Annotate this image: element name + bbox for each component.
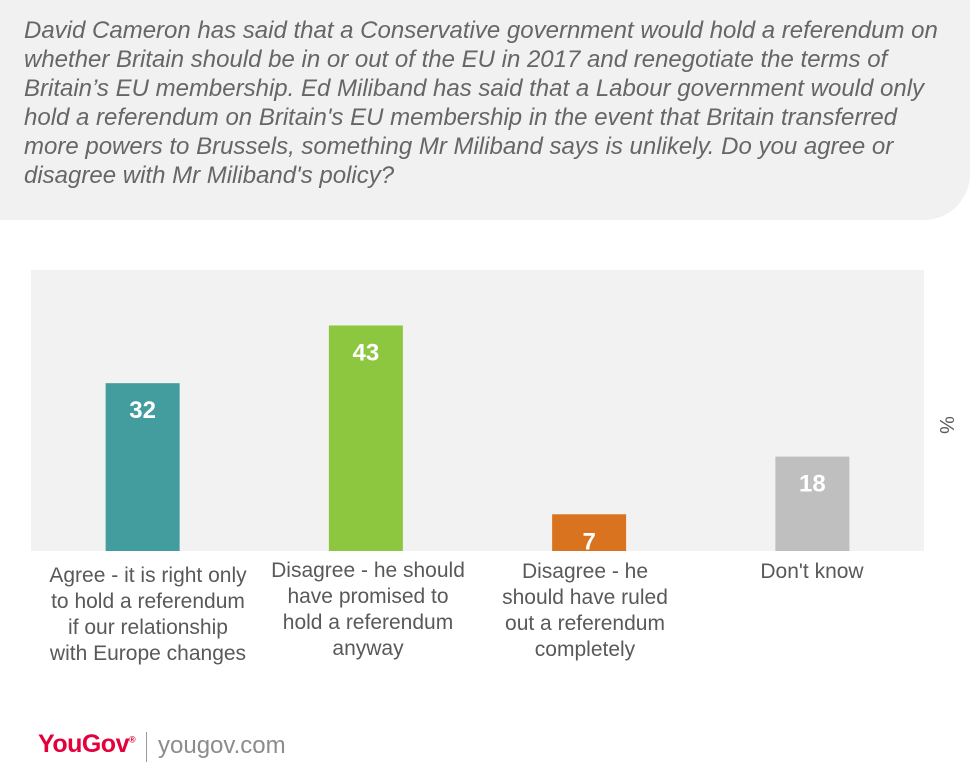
category-label-agree: Agree - it is right only to hold a refer… [49, 564, 247, 665]
question-panel: David Cameron has said that a Conservati… [0, 0, 970, 220]
logo-text: YouGov [38, 730, 129, 758]
data-label-agree: 32 [129, 397, 156, 424]
unit-label: % [935, 416, 957, 434]
data-label-dont-know: 18 [799, 471, 826, 498]
bar-agree [105, 383, 180, 551]
category-label-dont-know: Don't know [760, 560, 864, 583]
data-label-disagree-ruled-out: 7 [582, 528, 595, 555]
plot-area [31, 270, 924, 551]
question-text: David Cameron has said that a Conservati… [24, 17, 938, 189]
category-label-disagree-ruled-out: Disagree - he should have ruled out a re… [502, 560, 668, 661]
bar-dont-know [775, 456, 850, 551]
category-label-disagree-promise: Disagree - he should have promised to ho… [271, 559, 465, 660]
site-link[interactable]: yougov.com [158, 732, 286, 759]
registered-mark: ® [128, 734, 136, 745]
footer-divider [146, 732, 147, 762]
bar-disagree-ruled-out [552, 514, 627, 551]
data-label-disagree-promise: 43 [353, 339, 380, 366]
bar-disagree-promise [328, 325, 403, 551]
yougov-logo[interactable]: YouGov® [38, 730, 136, 759]
